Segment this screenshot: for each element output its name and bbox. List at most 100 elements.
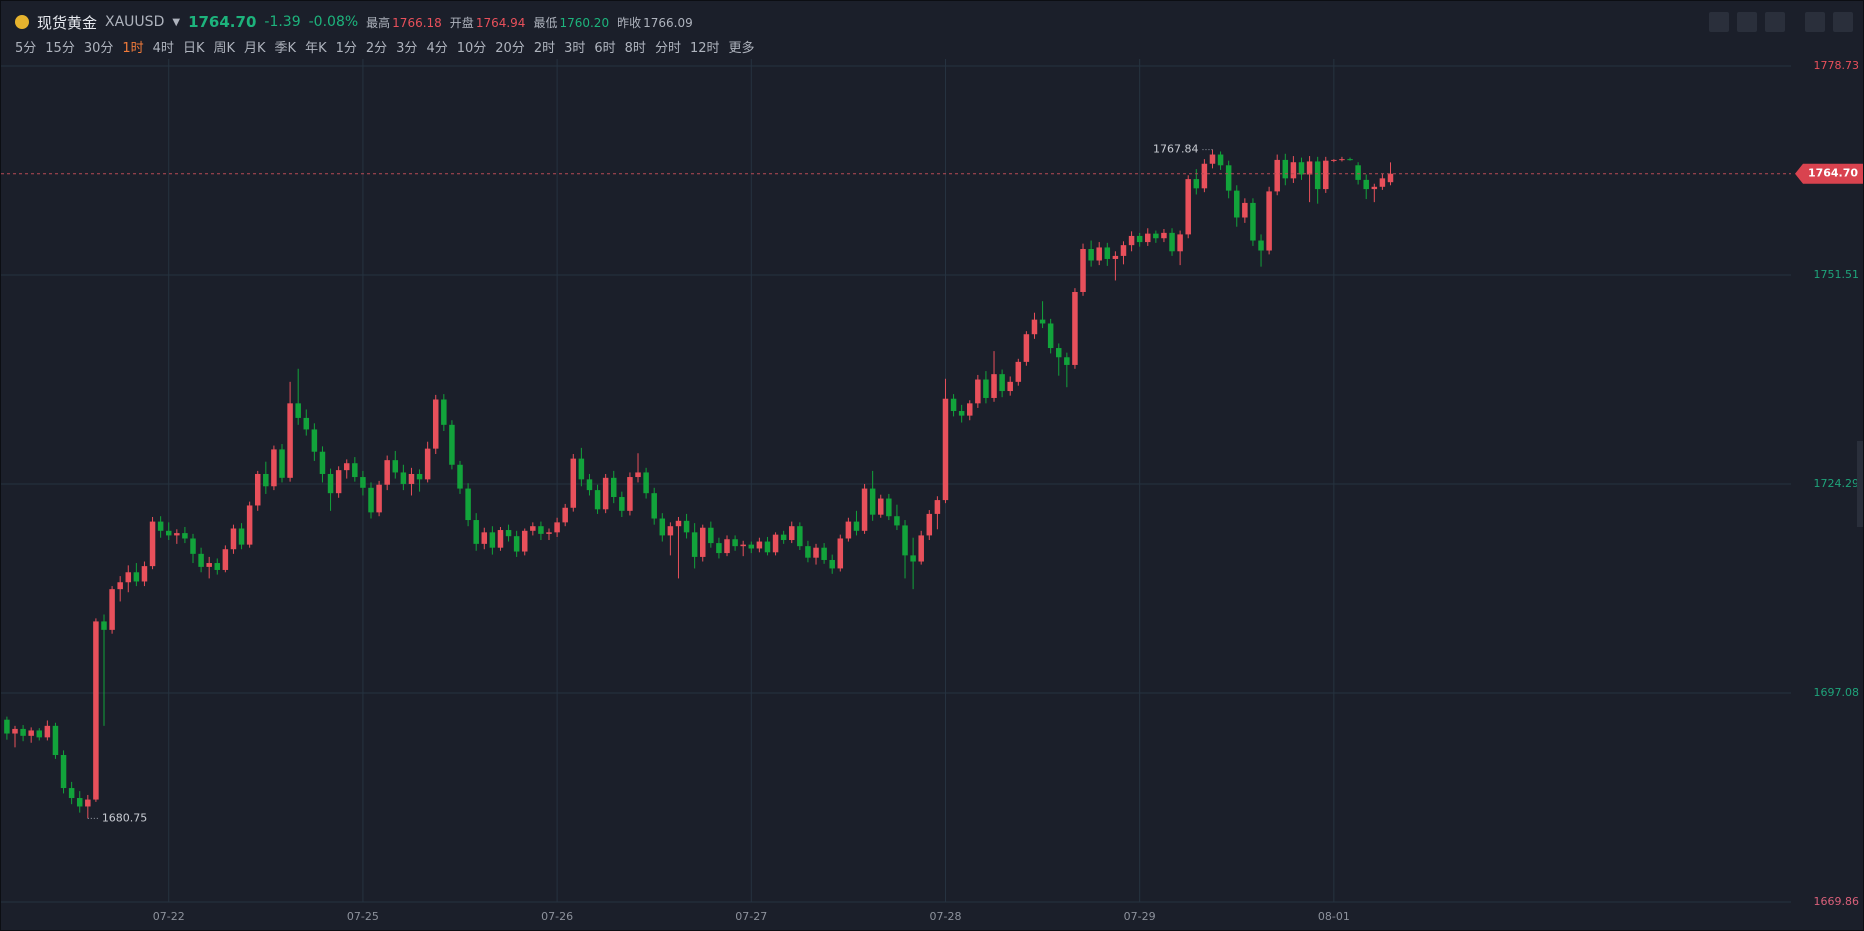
candle-body xyxy=(400,472,407,484)
instrument-symbol[interactable]: XAUUSD xyxy=(105,14,165,30)
candle-body xyxy=(376,484,382,513)
interval-option[interactable]: 4时 xyxy=(152,41,174,56)
stat-value: 1766.09 xyxy=(643,15,693,30)
candle-body xyxy=(254,473,261,506)
candle-body xyxy=(441,399,447,425)
candle-body xyxy=(295,403,301,418)
candle-body xyxy=(182,533,188,539)
candle-body xyxy=(279,449,285,478)
interval-option[interactable]: 6时 xyxy=(594,41,616,56)
x-tick-label: 08-01 xyxy=(1318,910,1350,923)
candle-body xyxy=(966,403,973,416)
interval-option[interactable]: 3分 xyxy=(396,41,418,56)
x-tick-label: 07-25 xyxy=(347,910,379,923)
candle-body xyxy=(4,719,10,734)
interval-option[interactable]: 更多 xyxy=(728,41,755,56)
candle-body xyxy=(1314,161,1321,190)
interval-option[interactable]: 日K xyxy=(182,41,205,56)
candle-body xyxy=(165,530,172,536)
interval-option[interactable]: 1分 xyxy=(335,41,357,56)
candle-body xyxy=(554,522,560,533)
candle-body xyxy=(1031,319,1038,335)
candle-body xyxy=(36,730,43,738)
candle-body xyxy=(85,799,91,807)
candle-body xyxy=(1225,165,1232,191)
indicator-button[interactable] xyxy=(1709,12,1729,32)
candle-body xyxy=(271,449,277,487)
interval-option[interactable]: 月K xyxy=(244,41,266,56)
candle-body xyxy=(489,532,496,548)
candle-body xyxy=(481,532,488,544)
candle-body xyxy=(1072,291,1078,365)
stat-label: 昨收 xyxy=(617,15,642,30)
candle-body xyxy=(93,621,99,800)
stat-label: 最低 xyxy=(533,15,558,30)
interval-option[interactable]: 30分 xyxy=(83,41,114,56)
candle-body xyxy=(910,555,916,562)
last-price-tag xyxy=(1795,163,1863,184)
interval-option[interactable]: 12时 xyxy=(689,41,720,56)
candle-body xyxy=(1047,323,1054,349)
candle-body xyxy=(975,379,981,404)
candle-body xyxy=(263,473,269,487)
interval-option[interactable]: 季K xyxy=(274,41,297,56)
candle-body xyxy=(214,563,221,570)
interval-option[interactable]: 4分 xyxy=(426,41,448,56)
interval-option[interactable]: 3时 xyxy=(564,41,586,56)
interval-option[interactable]: 分时 xyxy=(654,41,681,56)
candle-body xyxy=(942,398,949,501)
interval-option[interactable]: 15分 xyxy=(45,41,75,56)
draw-button[interactable] xyxy=(1737,12,1757,32)
candle-body xyxy=(740,544,746,547)
candle-body xyxy=(384,460,390,485)
interval-option[interactable]: 20分 xyxy=(495,41,525,56)
candle-body xyxy=(1039,319,1046,324)
axis-handle[interactable] xyxy=(1857,441,1863,527)
candle-body xyxy=(1363,179,1369,190)
candle-body xyxy=(651,493,657,519)
candle-body xyxy=(101,621,107,630)
candle-body xyxy=(797,526,803,547)
candle-body xyxy=(991,374,997,398)
interval-option[interactable]: 2分 xyxy=(365,41,388,56)
candle-body xyxy=(1104,247,1111,259)
candle-body xyxy=(716,543,722,554)
last-price: 1764.70 xyxy=(188,13,257,31)
candle-body xyxy=(1266,191,1272,251)
chart-type-button[interactable] xyxy=(1765,12,1785,32)
candle-body xyxy=(408,473,415,484)
candle-body xyxy=(28,730,34,736)
symbol-caret[interactable]: ▼ xyxy=(172,16,181,28)
interval-option[interactable]: 5分 xyxy=(15,41,37,56)
candle-body xyxy=(683,520,690,533)
interval-option[interactable]: 周K xyxy=(213,41,235,56)
candle-body xyxy=(505,530,512,537)
candle-body xyxy=(1306,161,1313,175)
interval-option[interactable]: 年K xyxy=(305,41,327,56)
quote-header: 现货黄金 XAUUSD ▼ 1764.70 -1.39 -0.08% 最高 176… xyxy=(15,11,693,33)
candle-body xyxy=(1007,381,1013,392)
candle-body xyxy=(764,541,771,553)
candle-body xyxy=(821,547,827,560)
candle-body xyxy=(999,374,1005,392)
candle-body xyxy=(392,460,399,473)
fullscreen-button[interactable] xyxy=(1805,12,1825,32)
candle-body xyxy=(335,470,342,494)
interval-option[interactable]: 10分 xyxy=(456,41,487,56)
y-tick-label: 1778.73 xyxy=(1814,59,1860,72)
interval-option[interactable]: 2时 xyxy=(533,41,556,56)
price-change-pct: -0.08% xyxy=(308,14,359,30)
candle-body xyxy=(1355,165,1361,180)
interval-option[interactable]: 8时 xyxy=(624,41,646,56)
interval-option[interactable]: 1时 xyxy=(122,41,144,56)
candle-body xyxy=(659,518,666,536)
candle-body xyxy=(1274,159,1280,192)
x-tick-label: 07-29 xyxy=(1124,910,1156,923)
close-button[interactable] xyxy=(1833,12,1853,32)
candle-body xyxy=(845,521,852,539)
candle-body xyxy=(457,464,463,489)
quote-stat: 开盘 1764.94 xyxy=(450,14,526,31)
candle-body xyxy=(303,417,310,430)
candle-body xyxy=(238,528,245,545)
